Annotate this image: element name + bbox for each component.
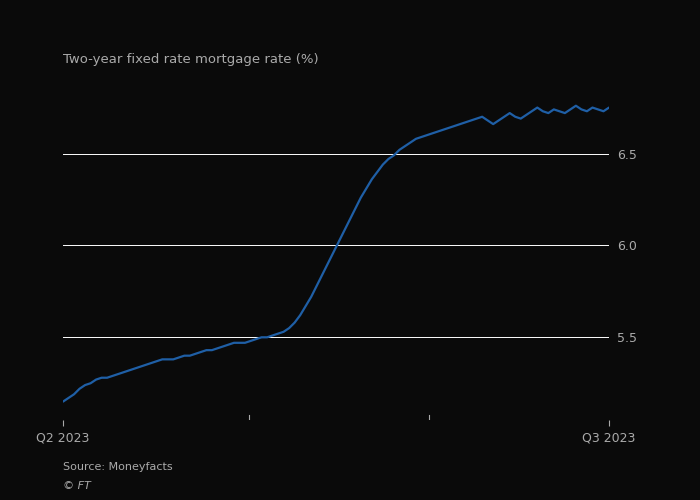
Text: Source: Moneyfacts: Source: Moneyfacts — [63, 462, 173, 472]
Text: Two-year fixed rate mortgage rate (%): Two-year fixed rate mortgage rate (%) — [63, 53, 318, 66]
Text: © FT: © FT — [63, 481, 91, 491]
